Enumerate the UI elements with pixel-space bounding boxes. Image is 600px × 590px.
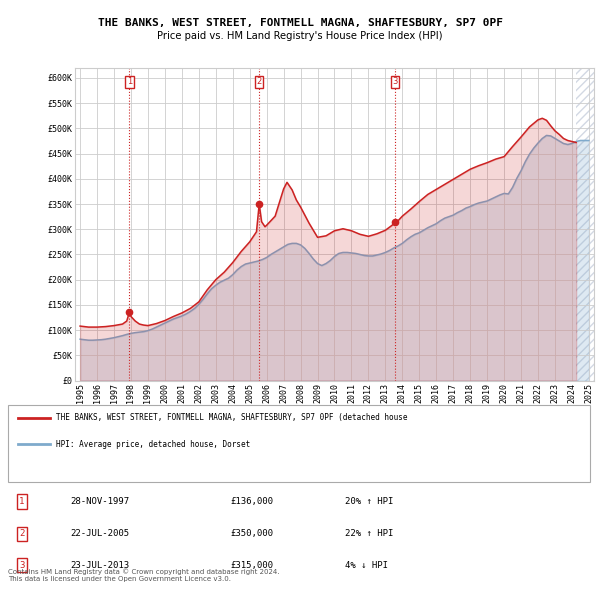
Text: 28-NOV-1997: 28-NOV-1997: [70, 497, 129, 506]
Text: £350,000: £350,000: [230, 529, 273, 539]
Text: Contains HM Land Registry data © Crown copyright and database right 2024.
This d: Contains HM Land Registry data © Crown c…: [8, 568, 280, 582]
Text: Price paid vs. HM Land Registry's House Price Index (HPI): Price paid vs. HM Land Registry's House …: [157, 31, 443, 41]
Text: 4% ↓ HPI: 4% ↓ HPI: [345, 561, 388, 570]
Text: 20% ↑ HPI: 20% ↑ HPI: [345, 497, 394, 506]
Text: £136,000: £136,000: [230, 497, 273, 506]
Text: 3: 3: [392, 77, 398, 86]
Text: 1: 1: [127, 77, 132, 86]
Text: HPI: Average price, detached house, Dorset: HPI: Average price, detached house, Dors…: [56, 440, 250, 449]
Text: 22-JUL-2005: 22-JUL-2005: [70, 529, 129, 539]
Text: 22% ↑ HPI: 22% ↑ HPI: [345, 529, 394, 539]
Text: THE BANKS, WEST STREET, FONTMELL MAGNA, SHAFTESBURY, SP7 0PF (detached house: THE BANKS, WEST STREET, FONTMELL MAGNA, …: [56, 414, 407, 422]
Text: THE BANKS, WEST STREET, FONTMELL MAGNA, SHAFTESBURY, SP7 0PF: THE BANKS, WEST STREET, FONTMELL MAGNA, …: [97, 18, 503, 28]
Text: £315,000: £315,000: [230, 561, 273, 570]
Text: 3: 3: [19, 561, 25, 570]
Bar: [576, 68, 594, 381]
FancyBboxPatch shape: [8, 405, 590, 482]
Text: 2: 2: [19, 529, 25, 539]
Text: 1: 1: [19, 497, 25, 506]
Text: 2: 2: [257, 77, 262, 86]
Text: 23-JUL-2013: 23-JUL-2013: [70, 561, 129, 570]
